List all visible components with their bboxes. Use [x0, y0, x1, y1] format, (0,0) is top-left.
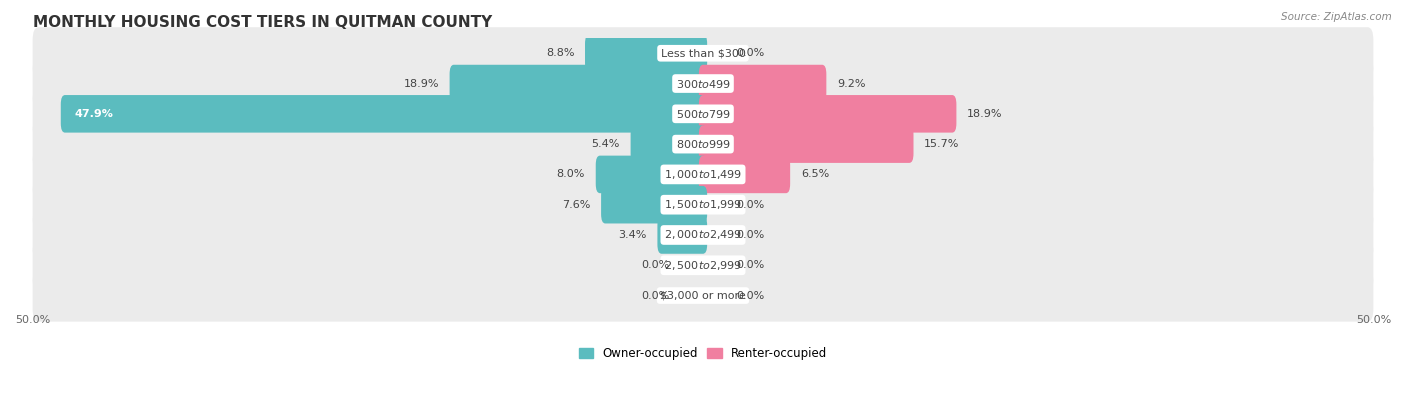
FancyBboxPatch shape: [699, 95, 956, 133]
Text: $2,500 to $2,999: $2,500 to $2,999: [664, 259, 742, 272]
FancyBboxPatch shape: [450, 65, 707, 103]
Text: Less than $300: Less than $300: [661, 48, 745, 58]
Text: 6.5%: 6.5%: [801, 169, 830, 179]
Text: 8.0%: 8.0%: [557, 169, 585, 179]
Legend: Owner-occupied, Renter-occupied: Owner-occupied, Renter-occupied: [574, 342, 832, 365]
Text: 0.0%: 0.0%: [737, 48, 765, 58]
Text: $1,000 to $1,499: $1,000 to $1,499: [664, 168, 742, 181]
Text: $500 to $799: $500 to $799: [675, 108, 731, 120]
Text: 50.0%: 50.0%: [1355, 315, 1391, 325]
Text: 0.0%: 0.0%: [641, 290, 669, 300]
Text: 15.7%: 15.7%: [924, 139, 960, 149]
Text: 8.8%: 8.8%: [546, 48, 574, 58]
FancyBboxPatch shape: [631, 125, 707, 163]
FancyBboxPatch shape: [32, 239, 1374, 291]
Text: 0.0%: 0.0%: [737, 260, 765, 270]
FancyBboxPatch shape: [602, 186, 707, 223]
Text: 3.4%: 3.4%: [619, 230, 647, 240]
Text: 50.0%: 50.0%: [15, 315, 51, 325]
Text: 47.9%: 47.9%: [75, 109, 112, 119]
FancyBboxPatch shape: [585, 34, 707, 72]
Text: 9.2%: 9.2%: [837, 78, 866, 88]
FancyBboxPatch shape: [658, 216, 707, 254]
FancyBboxPatch shape: [32, 118, 1374, 170]
FancyBboxPatch shape: [32, 269, 1374, 322]
Text: $1,500 to $1,999: $1,500 to $1,999: [664, 198, 742, 211]
Text: $300 to $499: $300 to $499: [675, 78, 731, 90]
Text: MONTHLY HOUSING COST TIERS IN QUITMAN COUNTY: MONTHLY HOUSING COST TIERS IN QUITMAN CO…: [32, 15, 492, 30]
FancyBboxPatch shape: [32, 58, 1374, 110]
Text: 0.0%: 0.0%: [737, 200, 765, 210]
Text: 0.0%: 0.0%: [737, 230, 765, 240]
Text: 5.4%: 5.4%: [592, 139, 620, 149]
FancyBboxPatch shape: [60, 95, 707, 133]
FancyBboxPatch shape: [699, 156, 790, 193]
FancyBboxPatch shape: [32, 27, 1374, 79]
FancyBboxPatch shape: [32, 148, 1374, 200]
FancyBboxPatch shape: [699, 125, 914, 163]
FancyBboxPatch shape: [32, 88, 1374, 140]
Text: 0.0%: 0.0%: [641, 260, 669, 270]
Text: $3,000 or more: $3,000 or more: [661, 290, 745, 300]
FancyBboxPatch shape: [32, 209, 1374, 261]
Text: 18.9%: 18.9%: [404, 78, 439, 88]
Text: Source: ZipAtlas.com: Source: ZipAtlas.com: [1281, 12, 1392, 22]
Text: 7.6%: 7.6%: [562, 200, 591, 210]
FancyBboxPatch shape: [699, 65, 827, 103]
Text: 0.0%: 0.0%: [737, 290, 765, 300]
Text: 18.9%: 18.9%: [967, 109, 1002, 119]
FancyBboxPatch shape: [596, 156, 707, 193]
Text: $2,000 to $2,499: $2,000 to $2,499: [664, 229, 742, 242]
FancyBboxPatch shape: [32, 178, 1374, 231]
Text: $800 to $999: $800 to $999: [675, 138, 731, 150]
